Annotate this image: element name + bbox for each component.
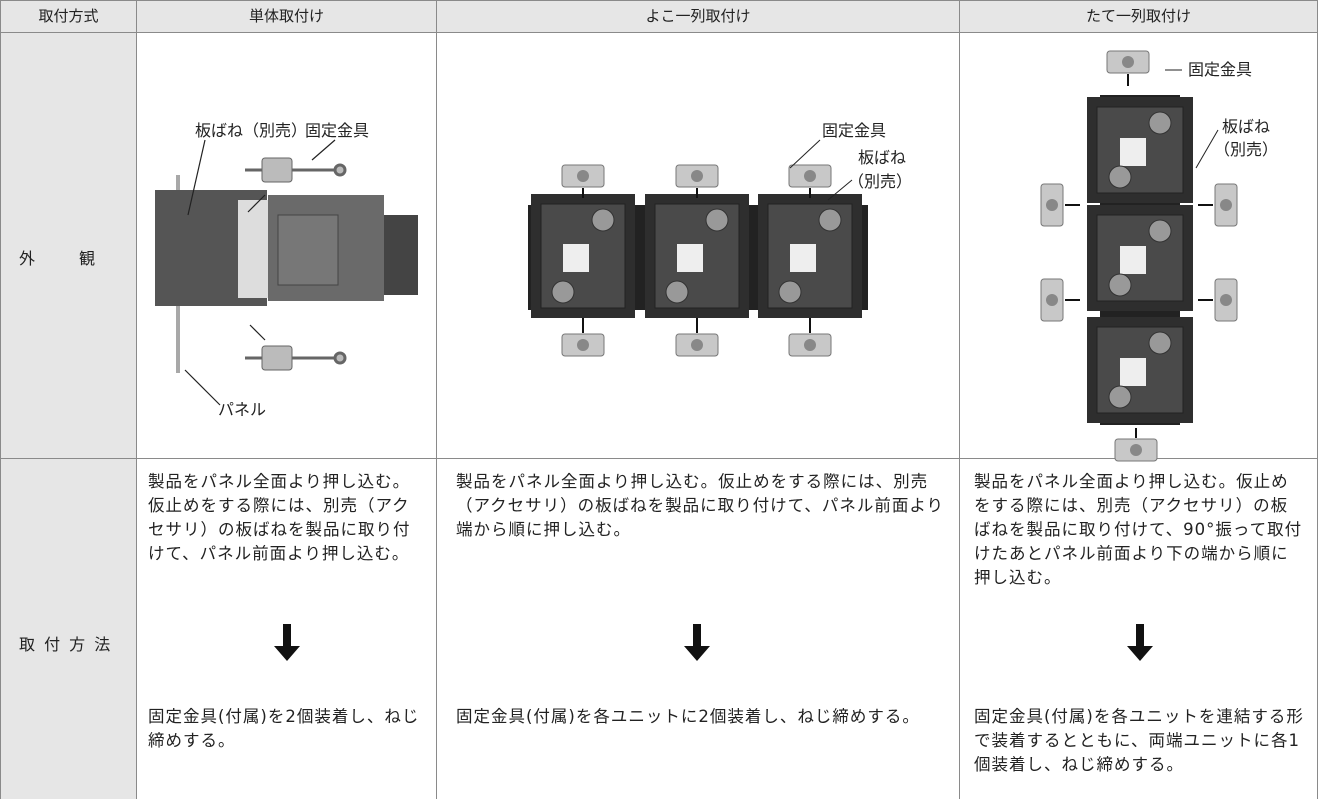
arrow [1127,624,1153,661]
step-text: 固定金具(付属)を2個装着し、ねじ締めする。 [148,707,420,750]
callout-label: 板ばね [858,148,906,167]
header-cell: 単体取付け [137,0,437,33]
callout-label: 固定金具 [1188,60,1252,79]
screw [1148,331,1172,355]
bracket-screw [1220,199,1232,211]
callout-label: 固定金具 [305,121,369,140]
unit-label [1120,138,1146,166]
horizontal-units [528,164,868,357]
bracket-screw [1046,294,1058,306]
screw [778,280,802,304]
cell [137,33,437,459]
cell [960,459,1318,799]
callout [1195,129,1219,169]
step-text: 製品をパネル全面より押し込む。仮止めをする際には、別売（アクセサリ）の板ばねを製… [974,472,1303,587]
bracket-screw [804,339,816,351]
screw [1108,165,1132,189]
step-text: 製品をパネル全面より押し込む。仮止めをする際には、別売（アクセサリ）の板ばねを製… [148,472,411,563]
bracket-screw [691,170,703,182]
row-label-cell: 外 観 [0,33,137,459]
screw [665,280,689,304]
unit-label [563,244,589,272]
unit-label [1120,246,1146,274]
bracket-screw [691,339,703,351]
cell [137,459,437,799]
row-label: 外 観 [19,249,110,268]
screw [1108,273,1132,297]
unit-label [790,244,816,272]
bracket-top [245,157,347,183]
screw [551,280,575,304]
callout-label: 板ばね（別売） [195,121,307,140]
step-text: 固定金具(付属)を各ユニットを連結する形で装着するとともに、両端ユニットに各1個… [974,707,1304,774]
arrow [684,624,710,661]
bracket-screw [1220,294,1232,306]
screw [818,208,842,232]
bracket-screw [1122,56,1134,68]
callouts [184,139,336,406]
screw [591,208,615,232]
cell [437,459,960,799]
row-label-cell: 取 付 方 法 [0,459,137,799]
connector [384,215,418,295]
vertical-units [1040,50,1238,462]
down-arrows [274,624,1153,661]
screw [1148,111,1172,135]
bracket-screw [1130,444,1142,456]
header-cell: 取付方式 [0,0,137,33]
callout-label: （別売） [1214,140,1278,159]
header-cell: たて一列取付け [960,0,1318,33]
arrow [274,624,300,661]
callout-label: （別売） [848,172,912,191]
callout-label: パネル [218,400,266,419]
callout [827,179,853,201]
screw [1148,219,1172,243]
unit-label [677,244,703,272]
row-label: 取 付 方 法 [19,635,113,654]
device-detail [277,214,339,286]
bracket-bottom [245,345,347,371]
callout-label: 固定金具 [822,121,886,140]
spring [238,200,268,298]
bracket-screw [1046,199,1058,211]
step-text: 固定金具(付属)を各ユニットに2個装着し、ねじ締めする。 [456,707,920,726]
bracket-screw [804,170,816,182]
step-text: 製品をパネル全面より押し込む。仮止めをする際には、別売（アクセサリ）の板ばねを製… [456,472,945,539]
callout-label: 板ばね [1222,117,1270,136]
screw [705,208,729,232]
cell [437,33,960,459]
callout [789,139,821,169]
bracket-screw [577,170,589,182]
bracket-screw [577,339,589,351]
screw [1108,385,1132,409]
unit-label [1120,358,1146,386]
header-cell: よこ一列取付け [437,0,960,33]
